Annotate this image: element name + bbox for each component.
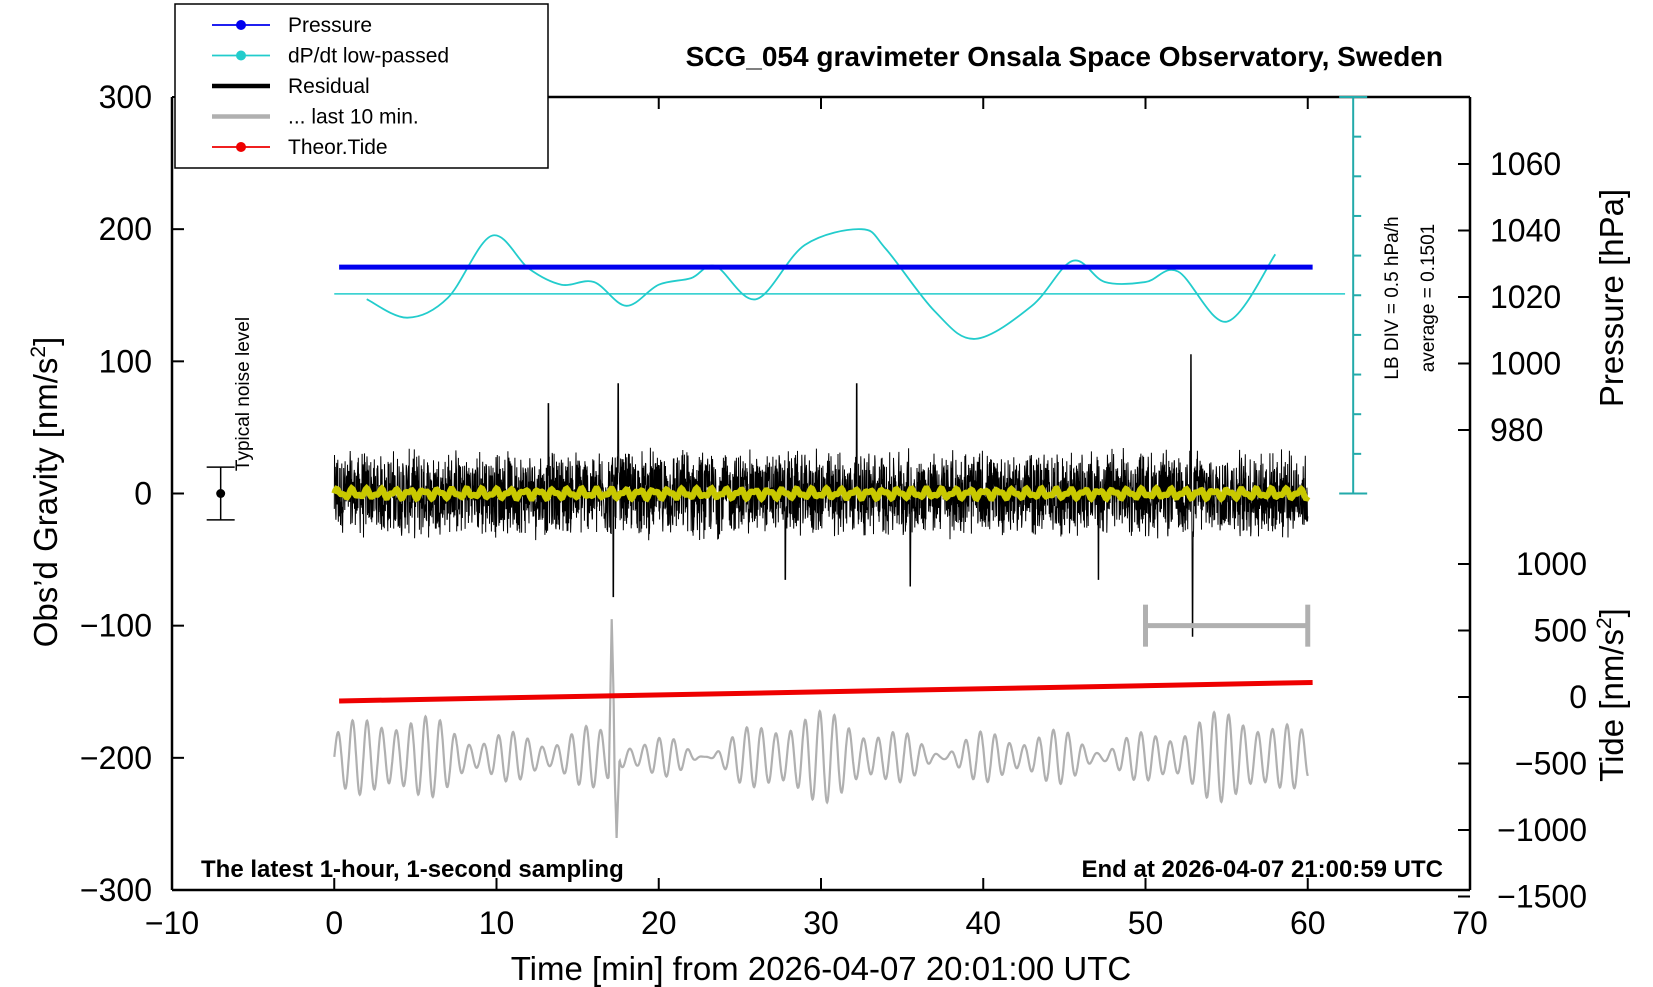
y-axis-title-left-end: ] (27, 337, 64, 346)
x-tick-label: −10 (145, 905, 199, 941)
x-tick-label: 60 (1290, 905, 1326, 941)
tide-tick-label: −1000 (1497, 812, 1587, 848)
pressure-tick-label: 1000 (1490, 346, 1561, 382)
y-axis-title-left-sup: 2 (27, 346, 50, 358)
pressure-tick-label: 980 (1490, 412, 1543, 448)
y-tick-label: 300 (99, 79, 152, 115)
theoretical-tide-line (339, 679, 1313, 704)
x-tick-label: 0 (325, 905, 343, 941)
axis-ticks: −10 0 10 20 30 40 50 60 70−300−200−1000100200300… (80, 79, 1587, 941)
series-layer (331, 228, 1346, 839)
legend-label-0: Pressure (288, 14, 372, 37)
legend-label-2: Residual (288, 75, 370, 98)
tide-tick-label: 0 (1569, 679, 1587, 715)
pressure-tick-label: 1020 (1490, 279, 1561, 315)
tide-tick-label: −500 (1515, 746, 1587, 782)
x-tick-label: 10 (479, 905, 515, 941)
tide-tick-label: −1500 (1497, 879, 1587, 915)
note-end-time: End at 2026-04-07 21:00:59 UTC (1082, 856, 1444, 883)
y-axis-title-pressure: Pressure [hPa] (1593, 189, 1630, 407)
average-label: average = 0.1501 (1418, 224, 1439, 372)
residual-lowpass-line (331, 483, 1311, 504)
legend-label-3: ... last 10 min. (288, 106, 419, 129)
y-tick-label: −300 (80, 872, 152, 908)
tide-tick-label: 500 (1534, 613, 1587, 649)
legend-label-1: dP/dt low-passed (288, 45, 449, 68)
x-tick-label: 40 (965, 905, 1001, 941)
note-latest-hour: The latest 1-hour, 1-second sampling (201, 856, 624, 883)
noise-level-label: Typical noise level (233, 317, 254, 471)
last-10-min-line (333, 619, 1309, 839)
y-axis-title-tide-main: Tide [nm/s (1593, 629, 1630, 782)
pressure-tick-label: 1060 (1490, 146, 1561, 182)
residual-line (333, 354, 1309, 637)
overlay-layer (206, 96, 1368, 647)
y-tick-label: −100 (80, 608, 152, 644)
lb-div-label: LB DIV = 0.5 hPa/h (1382, 216, 1403, 379)
y-tick-label: 0 (134, 476, 152, 512)
y-tick-label: 100 (99, 343, 152, 379)
y-axis-title-tide-sup: 2 (1593, 617, 1616, 629)
y-tick-label: 200 (99, 211, 152, 247)
pressure-tick-label: 1040 (1490, 213, 1561, 249)
y-axis-title-left: Obs’d Gravity [nm/s2] (27, 337, 64, 648)
x-tick-label: 30 (803, 905, 839, 941)
legend-marker-0 (236, 20, 246, 30)
x-axis-title: Time [min] from 2026-04-07 20:01:00 UTC (511, 950, 1132, 987)
dpdt-line (366, 228, 1277, 340)
y-axis-title-tide: Tide [nm/s2] (1593, 608, 1630, 782)
y-tick-label: −200 (80, 740, 152, 776)
y-axis-title-left-main: Obs’d Gravity [nm/s (27, 358, 64, 648)
x-tick-label: 70 (1452, 905, 1488, 941)
noise-level-point (216, 489, 226, 498)
x-tick-label: 50 (1128, 905, 1164, 941)
x-tick-label: 20 (641, 905, 677, 941)
legend: Pressure dP/dt low-passed Residual ... last… (174, 3, 549, 169)
legend-marker-4 (236, 142, 246, 152)
legend-marker-1 (236, 50, 246, 61)
tide-tick-label: 1000 (1516, 546, 1587, 582)
chart-title: SCG_054 gravimeter Onsala Space Observat… (686, 41, 1443, 72)
y-axis-title-tide-end: ] (1593, 608, 1630, 617)
legend-label-4: Theor.Tide (288, 136, 388, 159)
